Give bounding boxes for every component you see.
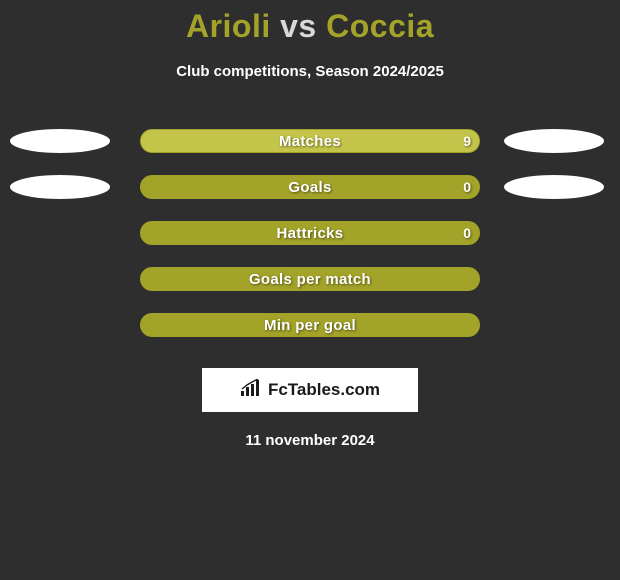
stat-bar: Matches9 bbox=[140, 129, 480, 153]
title-vs: vs bbox=[280, 8, 317, 44]
stat-label: Goals bbox=[141, 176, 479, 198]
stat-value-b: 0 bbox=[463, 222, 471, 244]
ellipse-marker-left bbox=[10, 129, 110, 153]
stat-row: Goals per match bbox=[0, 256, 620, 302]
stat-label: Goals per match bbox=[141, 268, 479, 290]
chart-icon bbox=[240, 379, 262, 402]
branding-badge: FcTables.com bbox=[202, 368, 418, 412]
stats-zone: Matches9Goals0Hattricks0Goals per matchM… bbox=[0, 118, 620, 348]
ellipse-marker-right bbox=[504, 129, 604, 153]
stat-label: Hattricks bbox=[141, 222, 479, 244]
player-b-name: Coccia bbox=[326, 8, 434, 44]
branding-inner: FcTables.com bbox=[240, 379, 380, 402]
subtitle: Club competitions, Season 2024/2025 bbox=[0, 63, 620, 80]
stat-bar: Min per goal bbox=[140, 313, 480, 337]
stat-label: Min per goal bbox=[141, 314, 479, 336]
stat-row: Hattricks0 bbox=[0, 210, 620, 256]
comparison-infographic: Arioli vs Coccia Club competitions, Seas… bbox=[0, 0, 620, 449]
stat-bar: Goals per match bbox=[140, 267, 480, 291]
ellipse-marker-left bbox=[10, 175, 110, 199]
stat-row: Goals0 bbox=[0, 164, 620, 210]
stat-bar: Hattricks0 bbox=[140, 221, 480, 245]
ellipse-marker-right bbox=[504, 175, 604, 199]
player-a-name: Arioli bbox=[186, 8, 271, 44]
stat-row: Min per goal bbox=[0, 302, 620, 348]
branding-text: FcTables.com bbox=[268, 380, 380, 400]
stat-label: Matches bbox=[141, 130, 479, 152]
stat-bar: Goals0 bbox=[140, 175, 480, 199]
stat-value-b: 0 bbox=[463, 176, 471, 198]
stat-row: Matches9 bbox=[0, 118, 620, 164]
page-title: Arioli vs Coccia bbox=[0, 8, 620, 45]
date-label: 11 november 2024 bbox=[0, 432, 620, 449]
stat-value-b: 9 bbox=[463, 130, 471, 152]
